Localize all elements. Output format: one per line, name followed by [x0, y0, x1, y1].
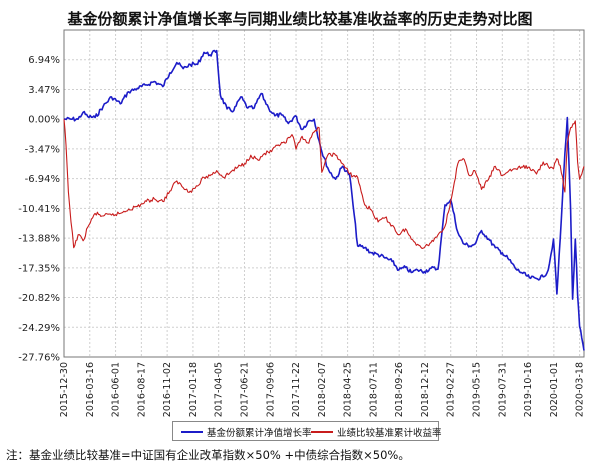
legend-swatch-nav: [181, 431, 203, 433]
y-axis-ticks: 6.94% 3.47% 0.00% -3.47% -6.94% -10.41% -13.88…: [18, 55, 60, 363]
y-tick-label: 6.94%: [28, 55, 60, 66]
legend: 基金份额累计净值增长率 业绩比较基准累计收益率: [172, 421, 442, 441]
chart-title: 基金份额累计净值增长率与同期业绩比较基准收益率的历史走势对比图: [67, 10, 533, 28]
x-axis-ticks: 2015-12-30 2016-03-16 2016-06-01 2016-08-17…: [59, 362, 586, 417]
y-tick-label: -13.88%: [18, 234, 60, 245]
x-tick-label: 2017-04-05: [214, 362, 225, 417]
y-tick-label: 0.00%: [28, 115, 60, 126]
x-tick-label: 2015-12-30: [59, 362, 70, 417]
x-tick-label: 2016-11-02: [162, 362, 173, 417]
series-line-benchmark: [63, 119, 585, 250]
x-tick-label: 2017-01-18: [188, 362, 199, 417]
x-tick-label: 2020-01-01: [549, 362, 560, 417]
x-tick-label: 2017-09-06: [265, 362, 276, 417]
x-tick-label: 2019-02-27: [446, 362, 457, 417]
x-tick-label: 2016-08-17: [136, 362, 147, 417]
y-tick-label: -6.94%: [25, 174, 60, 185]
x-tick-label: 2018-12-12: [420, 362, 431, 417]
footnote: 注：基金业绩比较基准=中证国有企业改革指数×50% +中债综合指数×50%。: [6, 448, 410, 462]
legend-label-nav: 基金份额累计净值增长率: [207, 428, 312, 439]
x-tick-label: 2018-07-11: [368, 362, 379, 417]
legend-label-benchmark: 业绩比较基准累计收益率: [337, 428, 442, 439]
y-tick-label: -17.35%: [18, 263, 60, 274]
x-tick-label: 2019-07-31: [497, 362, 508, 417]
legend-item-nav: 基金份额累计净值增长率: [181, 425, 312, 439]
series-line-nav: [63, 49, 585, 351]
x-tick-label: 2018-02-07: [317, 362, 328, 417]
y-tick-label: -24.29%: [18, 323, 60, 334]
y-tick-label: -10.41%: [18, 204, 60, 215]
x-tick-label: 2017-11-22: [291, 362, 302, 417]
y-tick-label: -3.47%: [25, 144, 60, 155]
chart-plot: 6.94% 3.47% 0.00% -3.47% -6.94% -10.41% -13.88…: [18, 29, 586, 417]
grid-lines: [63, 30, 584, 358]
y-tick-label: 3.47%: [28, 85, 60, 96]
x-tick-label: 2019-05-15: [472, 362, 483, 417]
legend-swatch-benchmark: [311, 431, 333, 433]
x-tick-label: 2018-04-25: [343, 362, 354, 417]
plot-frame: [63, 29, 585, 358]
y-tick-label: -20.82%: [18, 293, 60, 304]
x-tick-label: 2016-06-01: [111, 362, 122, 417]
x-tick-label: 2018-09-26: [394, 362, 405, 417]
legend-item-benchmark: 业绩比较基准累计收益率: [311, 425, 442, 439]
y-tick-label: -27.76%: [18, 353, 60, 364]
series-layer: [63, 49, 585, 351]
x-tick-label: 2017-06-21: [239, 362, 250, 417]
x-tick-label: 2019-10-16: [523, 362, 534, 417]
x-tick-label: 2020-03-18: [575, 362, 586, 417]
x-tick-label: 2016-03-16: [85, 362, 96, 417]
